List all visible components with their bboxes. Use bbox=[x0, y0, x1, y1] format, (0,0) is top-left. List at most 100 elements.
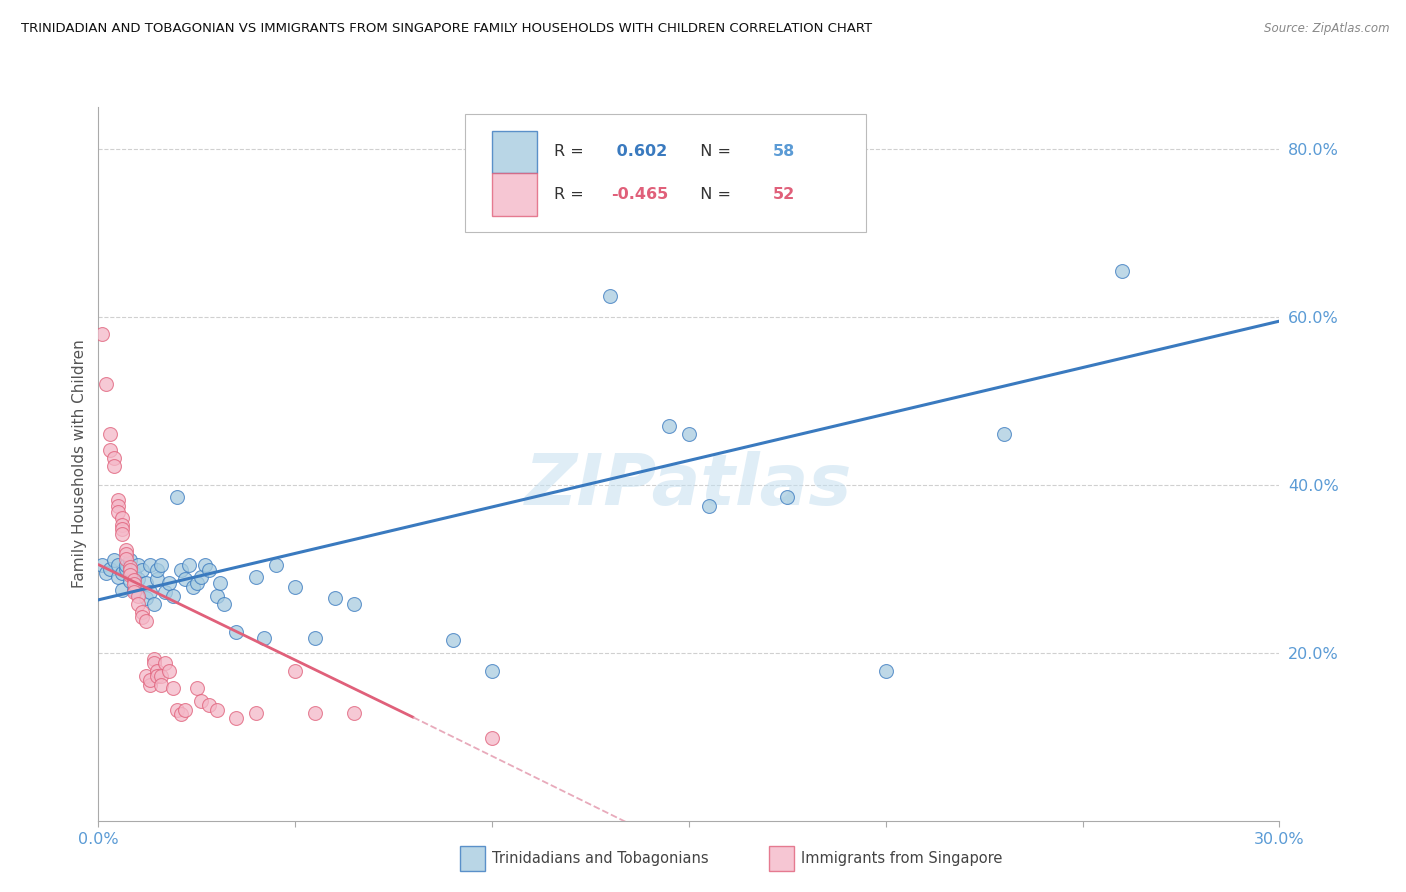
Point bbox=[135, 576, 157, 591]
Point bbox=[127, 589, 149, 603]
Point bbox=[103, 450, 125, 465]
Point bbox=[118, 553, 141, 567]
Point bbox=[115, 543, 138, 558]
Text: 0.602: 0.602 bbox=[612, 145, 668, 160]
Point bbox=[107, 492, 129, 507]
Point bbox=[98, 427, 121, 442]
Point bbox=[111, 582, 134, 597]
Point bbox=[678, 427, 700, 442]
Point bbox=[214, 597, 236, 611]
Text: R =: R = bbox=[554, 145, 589, 160]
Text: Trinidadians and Tobagonians: Trinidadians and Tobagonians bbox=[492, 851, 709, 865]
Point bbox=[122, 582, 145, 597]
Point bbox=[118, 560, 141, 574]
Point bbox=[186, 681, 208, 695]
Point bbox=[225, 711, 247, 725]
Point bbox=[245, 706, 267, 721]
FancyBboxPatch shape bbox=[492, 173, 537, 216]
Point bbox=[122, 566, 145, 580]
Point bbox=[441, 633, 464, 648]
Point bbox=[284, 664, 307, 678]
Point bbox=[343, 706, 366, 721]
Point bbox=[170, 564, 193, 578]
Text: Source: ZipAtlas.com: Source: ZipAtlas.com bbox=[1264, 22, 1389, 36]
FancyBboxPatch shape bbox=[464, 114, 866, 232]
Point bbox=[166, 491, 188, 505]
Text: 52: 52 bbox=[773, 187, 794, 202]
Point bbox=[776, 491, 799, 505]
Y-axis label: Family Households with Children: Family Households with Children bbox=[72, 340, 87, 588]
Point bbox=[146, 564, 169, 578]
Point bbox=[194, 558, 217, 572]
Point bbox=[142, 597, 165, 611]
Point bbox=[155, 656, 177, 670]
Point bbox=[697, 499, 720, 513]
Point bbox=[150, 669, 173, 683]
Point bbox=[146, 669, 169, 683]
Point bbox=[264, 558, 287, 572]
Point bbox=[253, 631, 276, 645]
Point bbox=[135, 614, 157, 628]
Point bbox=[127, 597, 149, 611]
Point bbox=[174, 572, 197, 586]
Point bbox=[343, 597, 366, 611]
Point bbox=[96, 566, 118, 580]
Point bbox=[150, 678, 173, 692]
Point bbox=[205, 589, 228, 603]
Point bbox=[166, 703, 188, 717]
Point bbox=[91, 558, 114, 572]
Point bbox=[993, 427, 1015, 442]
Point bbox=[157, 664, 180, 678]
Text: Immigrants from Singapore: Immigrants from Singapore bbox=[801, 851, 1002, 865]
Point bbox=[284, 580, 307, 594]
Point bbox=[127, 572, 149, 586]
Point bbox=[103, 553, 125, 567]
Point bbox=[118, 574, 141, 589]
Point bbox=[181, 580, 204, 594]
Point bbox=[209, 576, 232, 591]
Point bbox=[142, 656, 165, 670]
Point bbox=[131, 564, 153, 578]
Point bbox=[170, 706, 193, 721]
Point bbox=[162, 589, 184, 603]
Point bbox=[177, 558, 200, 572]
Point bbox=[107, 505, 129, 519]
Point bbox=[127, 558, 149, 572]
Point bbox=[115, 551, 138, 566]
Point bbox=[481, 731, 503, 746]
Point bbox=[157, 576, 180, 591]
Point bbox=[197, 698, 219, 712]
Point bbox=[304, 706, 326, 721]
Point bbox=[98, 562, 121, 576]
Point bbox=[111, 526, 134, 541]
Point bbox=[103, 459, 125, 474]
Point bbox=[107, 499, 129, 513]
Text: TRINIDADIAN AND TOBAGONIAN VS IMMIGRANTS FROM SINGAPORE FAMILY HOUSEHOLDS WITH C: TRINIDADIAN AND TOBAGONIAN VS IMMIGRANTS… bbox=[21, 22, 872, 36]
Point bbox=[197, 564, 219, 578]
Point bbox=[190, 570, 212, 584]
Point bbox=[138, 673, 160, 688]
Text: ZIPatlas: ZIPatlas bbox=[526, 450, 852, 520]
Point bbox=[481, 664, 503, 678]
Point bbox=[131, 610, 153, 624]
Point bbox=[225, 624, 247, 639]
Point bbox=[146, 572, 169, 586]
Point bbox=[658, 419, 681, 434]
Point bbox=[122, 585, 145, 599]
Point bbox=[205, 703, 228, 717]
Point bbox=[1111, 264, 1133, 278]
Point bbox=[304, 631, 326, 645]
Point bbox=[118, 568, 141, 582]
Point bbox=[138, 585, 160, 599]
Text: 58: 58 bbox=[773, 145, 794, 160]
Point bbox=[98, 442, 121, 457]
Point bbox=[245, 570, 267, 584]
Text: N =: N = bbox=[690, 187, 737, 202]
Point bbox=[155, 585, 177, 599]
Point bbox=[135, 669, 157, 683]
Point bbox=[107, 558, 129, 572]
Point bbox=[174, 703, 197, 717]
Text: -0.465: -0.465 bbox=[612, 187, 668, 202]
Point bbox=[190, 694, 212, 708]
Point bbox=[96, 377, 118, 392]
